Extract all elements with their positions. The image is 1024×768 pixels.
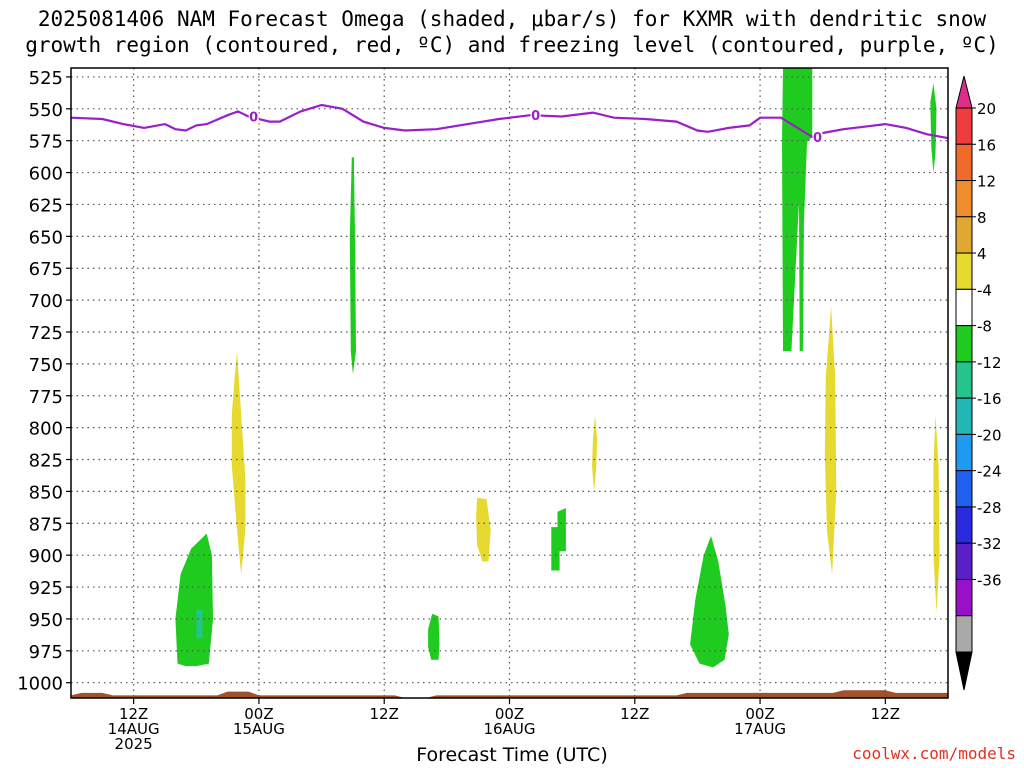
chart-title: 2025081406 NAM Forecast Omega (shaded, μ…: [0, 6, 1024, 58]
freezing-level-label-0: 0: [249, 110, 258, 125]
omega-area-9: [476, 497, 491, 562]
y-tick-label-15: 900: [29, 546, 63, 567]
colorbar-label-11: -28: [977, 499, 1002, 517]
colorbar-segment-7: [955, 361, 973, 399]
y-tick-label-10: 775: [29, 387, 63, 408]
colorbar-segment-9: [955, 433, 973, 472]
grid-lines: [71, 68, 948, 698]
y-tick-label-12: 825: [29, 451, 63, 472]
colorbar-segment-14: [955, 615, 973, 653]
y-tick-label-18: 975: [29, 642, 63, 663]
y-tick-label-19: 1000: [17, 674, 63, 695]
omega-area-4: [196, 610, 203, 639]
x-tick-label-0-2: 2025: [115, 735, 153, 753]
x-tick-label-3-1: 16AUG: [484, 720, 536, 738]
y-tick-label-14: 875: [29, 514, 63, 535]
colorbar-top-arrow: [955, 75, 973, 109]
freezing-level-label-2: 0: [813, 131, 822, 146]
y-tick-label-11: 800: [29, 419, 63, 440]
colorbar-segment-1: [955, 143, 973, 182]
freezing-level-label-bg-2: [812, 128, 823, 144]
y-tick-label-9: 750: [29, 355, 63, 376]
omega-area-12: [933, 414, 940, 613]
omega-area-10: [592, 414, 598, 492]
y-tick-label-1: 550: [29, 100, 63, 121]
colorbar-segment-6: [955, 325, 973, 363]
colorbar-segment-8: [955, 397, 973, 435]
x-tick-label-4-0: 12Z: [620, 705, 649, 723]
omega-area-2: [349, 157, 356, 375]
omega-area-0: [782, 68, 813, 352]
colorbar-segment-3: [955, 216, 973, 254]
x-axis-label: Forecast Time (UTC): [416, 744, 608, 766]
y-tick-label-7: 700: [29, 291, 63, 312]
x-tick-label-5-1: 17AUG: [734, 720, 786, 738]
colorbar-segment-4: [955, 252, 973, 290]
y-tick-label-2: 575: [29, 132, 63, 153]
colorbar-segment-13: [955, 578, 973, 617]
colorbar-segment-11: [955, 506, 973, 544]
colorbar-label-8: -16: [977, 390, 1002, 408]
chart-title-line-1: 2025081406 NAM Forecast Omega (shaded, μ…: [37, 7, 987, 31]
omega-area-11: [824, 306, 837, 575]
omega-area-7: [690, 536, 729, 668]
x-tick-label-1-1: 15AUG: [233, 720, 285, 738]
x-tick-label-0-1: 14AUG: [108, 720, 160, 738]
colorbar-label-0: 20: [977, 100, 996, 118]
colorbar-label-4: 4: [977, 245, 987, 263]
colorbar-segment-12: [955, 542, 973, 580]
y-tick-label-6: 675: [29, 259, 63, 280]
x-tick-label-3-0: 00Z: [495, 705, 524, 723]
colorbar-segment-0: [955, 107, 973, 145]
colorbar-label-5: -4: [977, 281, 992, 299]
y-axis: 525 550 575 600 625 650 675 700 725 750 775 800 825 8…: [17, 68, 71, 695]
colorbar-label-3: 8: [977, 209, 987, 227]
x-tick-label-1-0: 00Z: [244, 705, 273, 723]
colorbar-segment-2: [955, 180, 973, 218]
colorbar-label-1: 16: [977, 136, 996, 154]
freezing-level-label-bg-0: [248, 108, 259, 124]
x-tick-label-6-0: 12Z: [871, 705, 900, 723]
colorbar-label-13: -36: [977, 571, 1002, 589]
colorbar: 20 16 12 8 4 -4 -8 -12 -16 -20 -24 -28 -32 -36: [955, 75, 1002, 691]
colorbar-label-6: -8: [977, 318, 992, 336]
omega-area-1: [798, 140, 808, 352]
credit-text: coolwx.com/models: [852, 744, 1016, 763]
colorbar-label-10: -24: [977, 463, 1002, 481]
omega-area-13: [930, 83, 937, 173]
y-tick-label-16: 925: [29, 578, 63, 599]
colorbar-bottom-arrow: [955, 651, 973, 691]
colorbar-segment-5: [955, 288, 973, 327]
ground-surface: [71, 690, 948, 698]
x-tick-label-2-0: 12Z: [370, 705, 399, 723]
freezing-level-line: [71, 103, 948, 140]
y-tick-label-5: 650: [29, 227, 63, 248]
y-tick-label-13: 850: [29, 482, 63, 503]
colorbar-label-7: -12: [977, 354, 1002, 372]
y-tick-label-3: 600: [29, 164, 63, 185]
omega-area-3: [175, 533, 213, 667]
x-tick-label-0-0: 12Z: [119, 705, 148, 723]
chart-title-line-2: growth region (contoured, red, ºC) and f…: [25, 33, 999, 57]
omega-area-5: [428, 613, 440, 660]
y-tick-label-0: 525: [29, 68, 63, 89]
omega-area-8: [231, 351, 246, 575]
freezing-level-label-bg-1: [530, 107, 541, 123]
colorbar-label-12: -32: [977, 535, 1002, 553]
colorbar-label-2: 12: [977, 173, 996, 191]
x-tick-label-5-0: 00Z: [745, 705, 774, 723]
omega-areas: [71, 68, 948, 698]
colorbar-label-9: -20: [977, 426, 1002, 444]
y-tick-label-8: 725: [29, 323, 63, 344]
freezing-level-label-1: 0: [531, 109, 540, 124]
y-tick-label-4: 625: [29, 195, 63, 216]
omega-area-6: [551, 508, 566, 571]
colorbar-segment-10: [955, 470, 973, 508]
y-tick-label-17: 950: [29, 610, 63, 631]
